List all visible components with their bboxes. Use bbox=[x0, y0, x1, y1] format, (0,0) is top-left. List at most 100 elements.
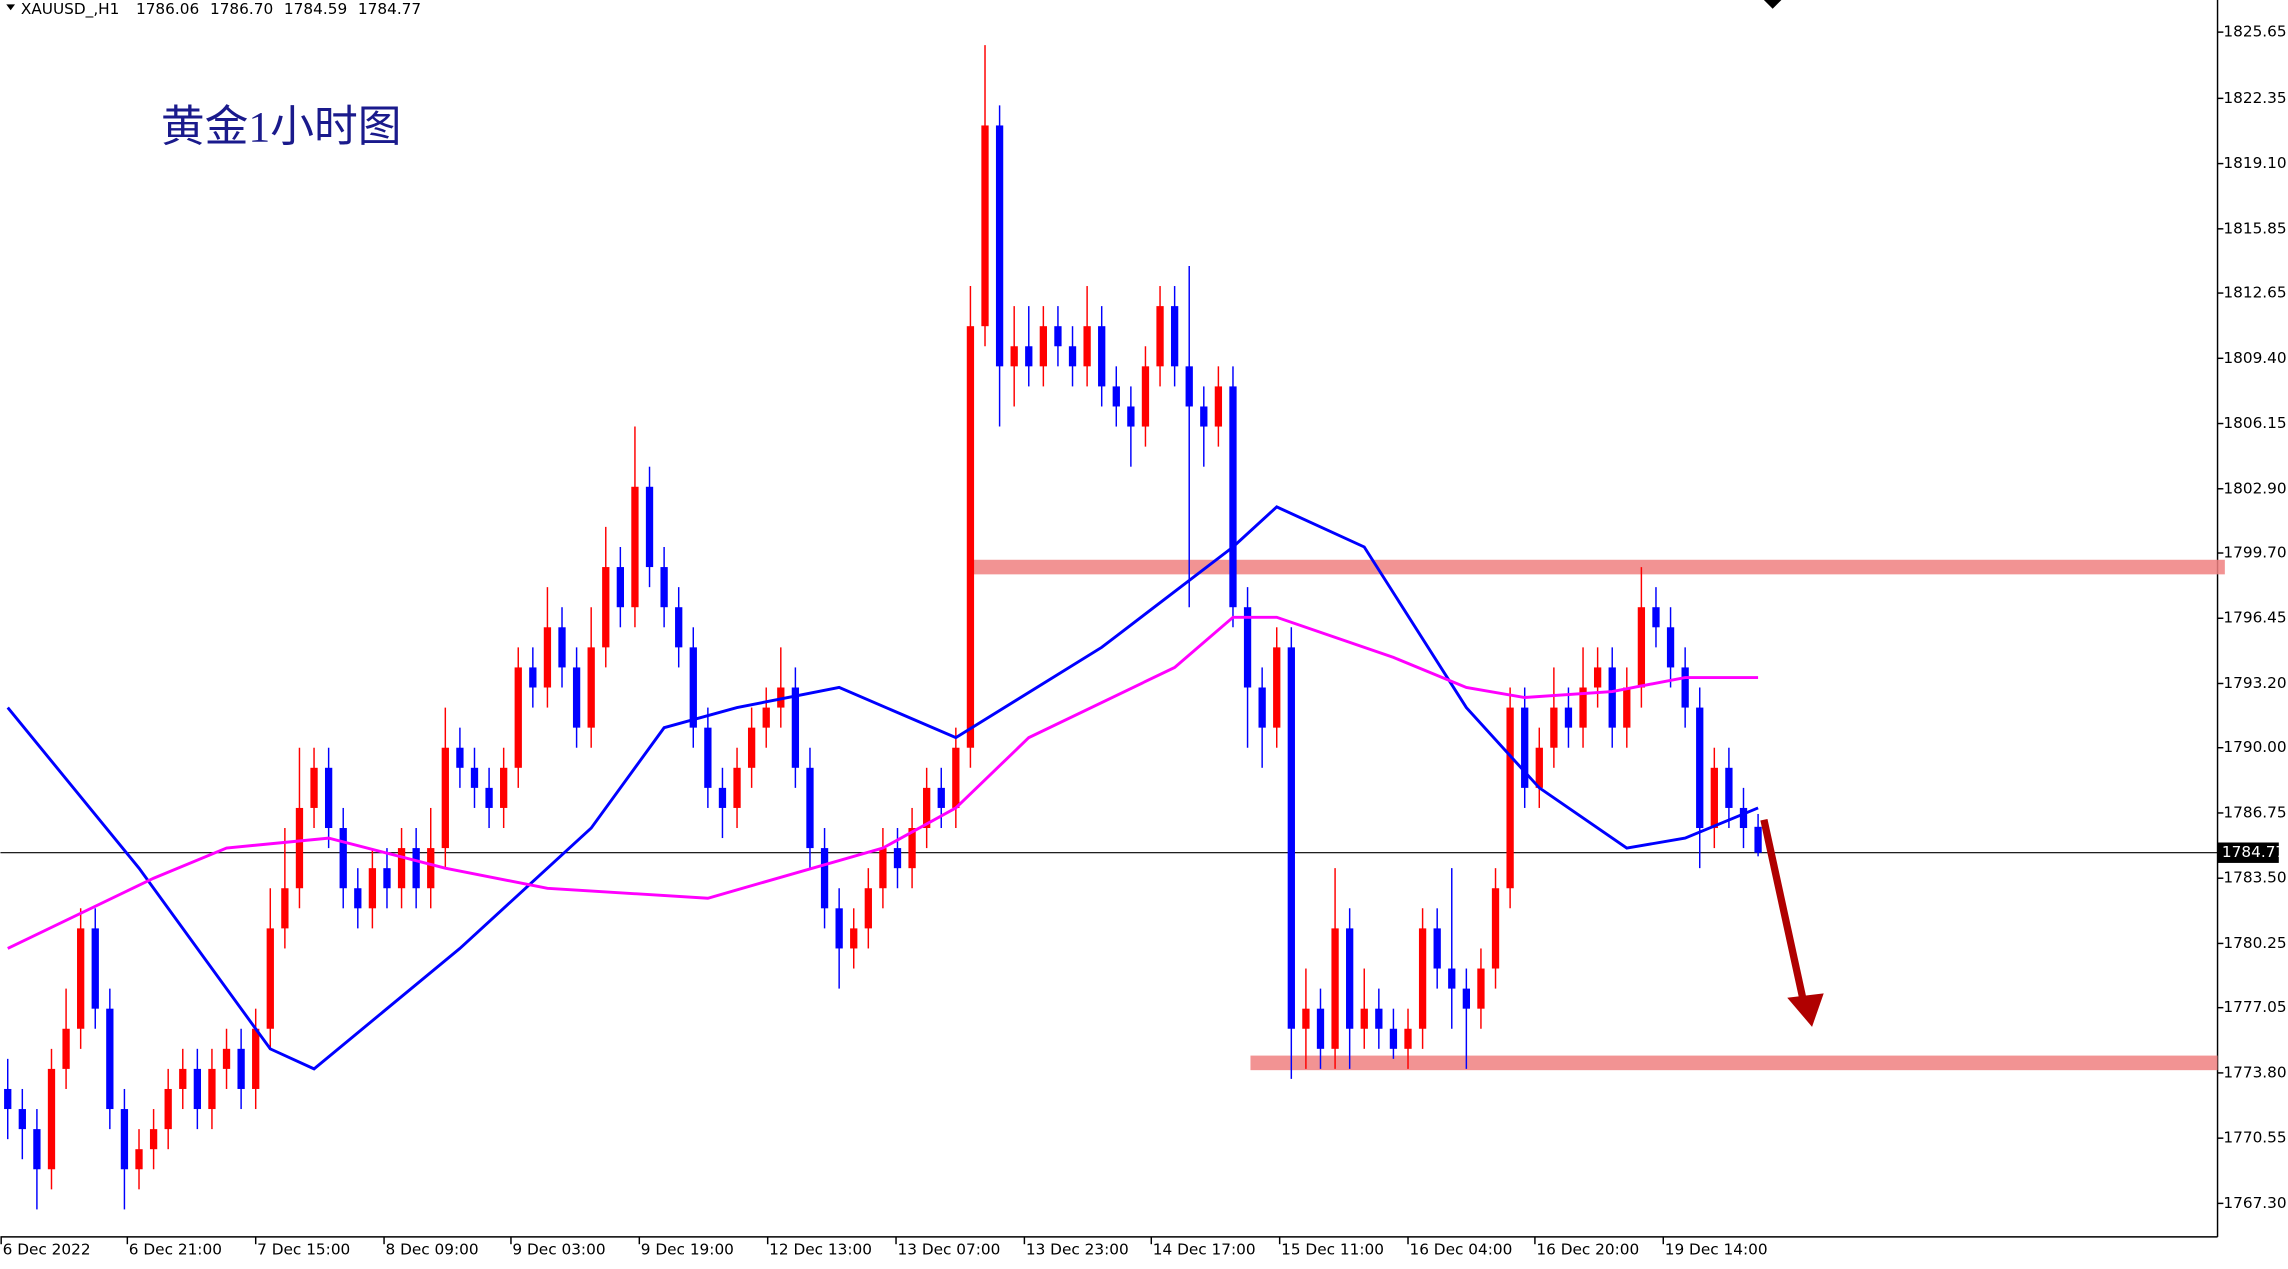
x-tick-label: 15 Dec 11:00 bbox=[1281, 1241, 1384, 1259]
candle-body bbox=[587, 647, 595, 728]
plot-area bbox=[0, 45, 2225, 1210]
candle-body bbox=[616, 567, 625, 608]
candle-body bbox=[572, 667, 581, 728]
candle-body bbox=[368, 868, 377, 909]
candle-body bbox=[456, 747, 464, 768]
x-tick-label: 8 Dec 09:00 bbox=[386, 1241, 479, 1259]
candle-body bbox=[1462, 988, 1471, 1009]
arrow-shaft bbox=[1760, 818, 1807, 1002]
candle-body bbox=[1287, 647, 1295, 1029]
candle-body bbox=[1579, 687, 1587, 728]
candle-body bbox=[1637, 607, 1646, 688]
candle-body bbox=[1156, 306, 1164, 367]
candle-body bbox=[412, 848, 420, 889]
candle-body bbox=[208, 1068, 216, 1110]
candle-body bbox=[77, 928, 85, 1029]
candle-body bbox=[1141, 366, 1150, 427]
close-value: 1784.77 bbox=[358, 0, 421, 17]
candle-body bbox=[1258, 687, 1266, 728]
candle-body bbox=[1331, 928, 1339, 1049]
y-tick-label: 1793.20 bbox=[2223, 674, 2286, 692]
candle-body bbox=[1273, 647, 1281, 728]
candle-body bbox=[106, 1008, 114, 1110]
x-tick-label: 12 Dec 13:00 bbox=[769, 1241, 872, 1259]
candle-body bbox=[602, 567, 610, 648]
candle-body bbox=[879, 848, 887, 889]
candle-body bbox=[762, 707, 770, 728]
candle-body bbox=[1054, 326, 1062, 347]
y-tick-label: 1767.30 bbox=[2223, 1194, 2286, 1212]
candle-body bbox=[981, 125, 989, 327]
candle-body bbox=[1200, 406, 1208, 427]
candle-body bbox=[4, 1088, 12, 1110]
y-tick-label: 1809.40 bbox=[2223, 349, 2286, 367]
candle-body bbox=[1229, 386, 1237, 608]
candle-body bbox=[1608, 667, 1616, 728]
candle-body bbox=[33, 1129, 41, 1170]
candle-body bbox=[1025, 346, 1033, 367]
y-tick-label: 1819.10 bbox=[2223, 154, 2286, 172]
candle-body bbox=[850, 928, 858, 949]
x-tick-label: 16 Dec 20:00 bbox=[1536, 1241, 1639, 1259]
y-tick-label: 1770.55 bbox=[2223, 1129, 2286, 1147]
y-tick-label: 1780.25 bbox=[2223, 934, 2286, 952]
candle-body bbox=[1681, 667, 1689, 708]
y-tick-label: 1806.15 bbox=[2223, 414, 2286, 432]
forecast-arrow bbox=[1760, 818, 1824, 1027]
candle-body bbox=[952, 747, 960, 808]
y-tick-label: 1777.05 bbox=[2223, 998, 2286, 1016]
y-tick-label: 1796.45 bbox=[2223, 609, 2286, 627]
candle-body bbox=[820, 848, 829, 909]
candle-body bbox=[1010, 346, 1018, 367]
candle-body bbox=[1623, 687, 1631, 728]
y-tick-label: 1802.90 bbox=[2223, 479, 2286, 497]
candle-body bbox=[427, 848, 435, 889]
candle-body bbox=[281, 888, 289, 929]
candle-body bbox=[441, 747, 449, 849]
candle-body bbox=[1068, 346, 1077, 367]
x-tick-label: 6 Dec 21:00 bbox=[129, 1241, 222, 1259]
y-tick-label: 1812.65 bbox=[2223, 284, 2286, 302]
candle-body bbox=[1039, 326, 1048, 367]
x-tick-label: 19 Dec 14:00 bbox=[1665, 1241, 1768, 1259]
candle-body bbox=[1360, 1008, 1368, 1029]
candle-body bbox=[923, 787, 931, 829]
price-zone bbox=[970, 559, 2225, 575]
candle-body bbox=[893, 848, 902, 869]
arrow-head bbox=[1787, 993, 1824, 1027]
open-value: 1786.06 bbox=[136, 0, 199, 17]
candle-body bbox=[1433, 928, 1441, 969]
candle-body bbox=[179, 1068, 187, 1089]
candle-body bbox=[660, 567, 668, 608]
symbol-triangle bbox=[6, 4, 16, 11]
candle-body bbox=[383, 868, 391, 889]
candle-body bbox=[1185, 366, 1193, 407]
candle-body bbox=[908, 828, 916, 869]
candle-body bbox=[704, 727, 712, 788]
candle-body bbox=[1170, 306, 1179, 367]
moving-average bbox=[7, 615, 1759, 950]
candle-body bbox=[733, 767, 741, 808]
candle-body bbox=[18, 1109, 26, 1130]
candle-body bbox=[149, 1129, 158, 1150]
candle-body bbox=[995, 125, 1004, 367]
candle-body bbox=[675, 607, 683, 648]
candle-body bbox=[500, 767, 508, 808]
candle-body bbox=[1535, 747, 1543, 788]
candle-body bbox=[310, 767, 318, 808]
candle-body bbox=[1098, 326, 1106, 387]
candle-body bbox=[1696, 707, 1704, 829]
y-tick-label: 1783.50 bbox=[2223, 869, 2286, 887]
candle-body bbox=[718, 787, 727, 808]
candle-body bbox=[1214, 386, 1223, 427]
candle-body bbox=[47, 1068, 56, 1170]
candle-body bbox=[1725, 767, 1733, 808]
x-tick-label: 13 Dec 23:00 bbox=[1026, 1241, 1129, 1259]
candle-body bbox=[543, 627, 552, 688]
candle-body bbox=[1375, 1008, 1383, 1029]
candle-body bbox=[1666, 627, 1675, 668]
candle-body bbox=[1506, 707, 1514, 889]
